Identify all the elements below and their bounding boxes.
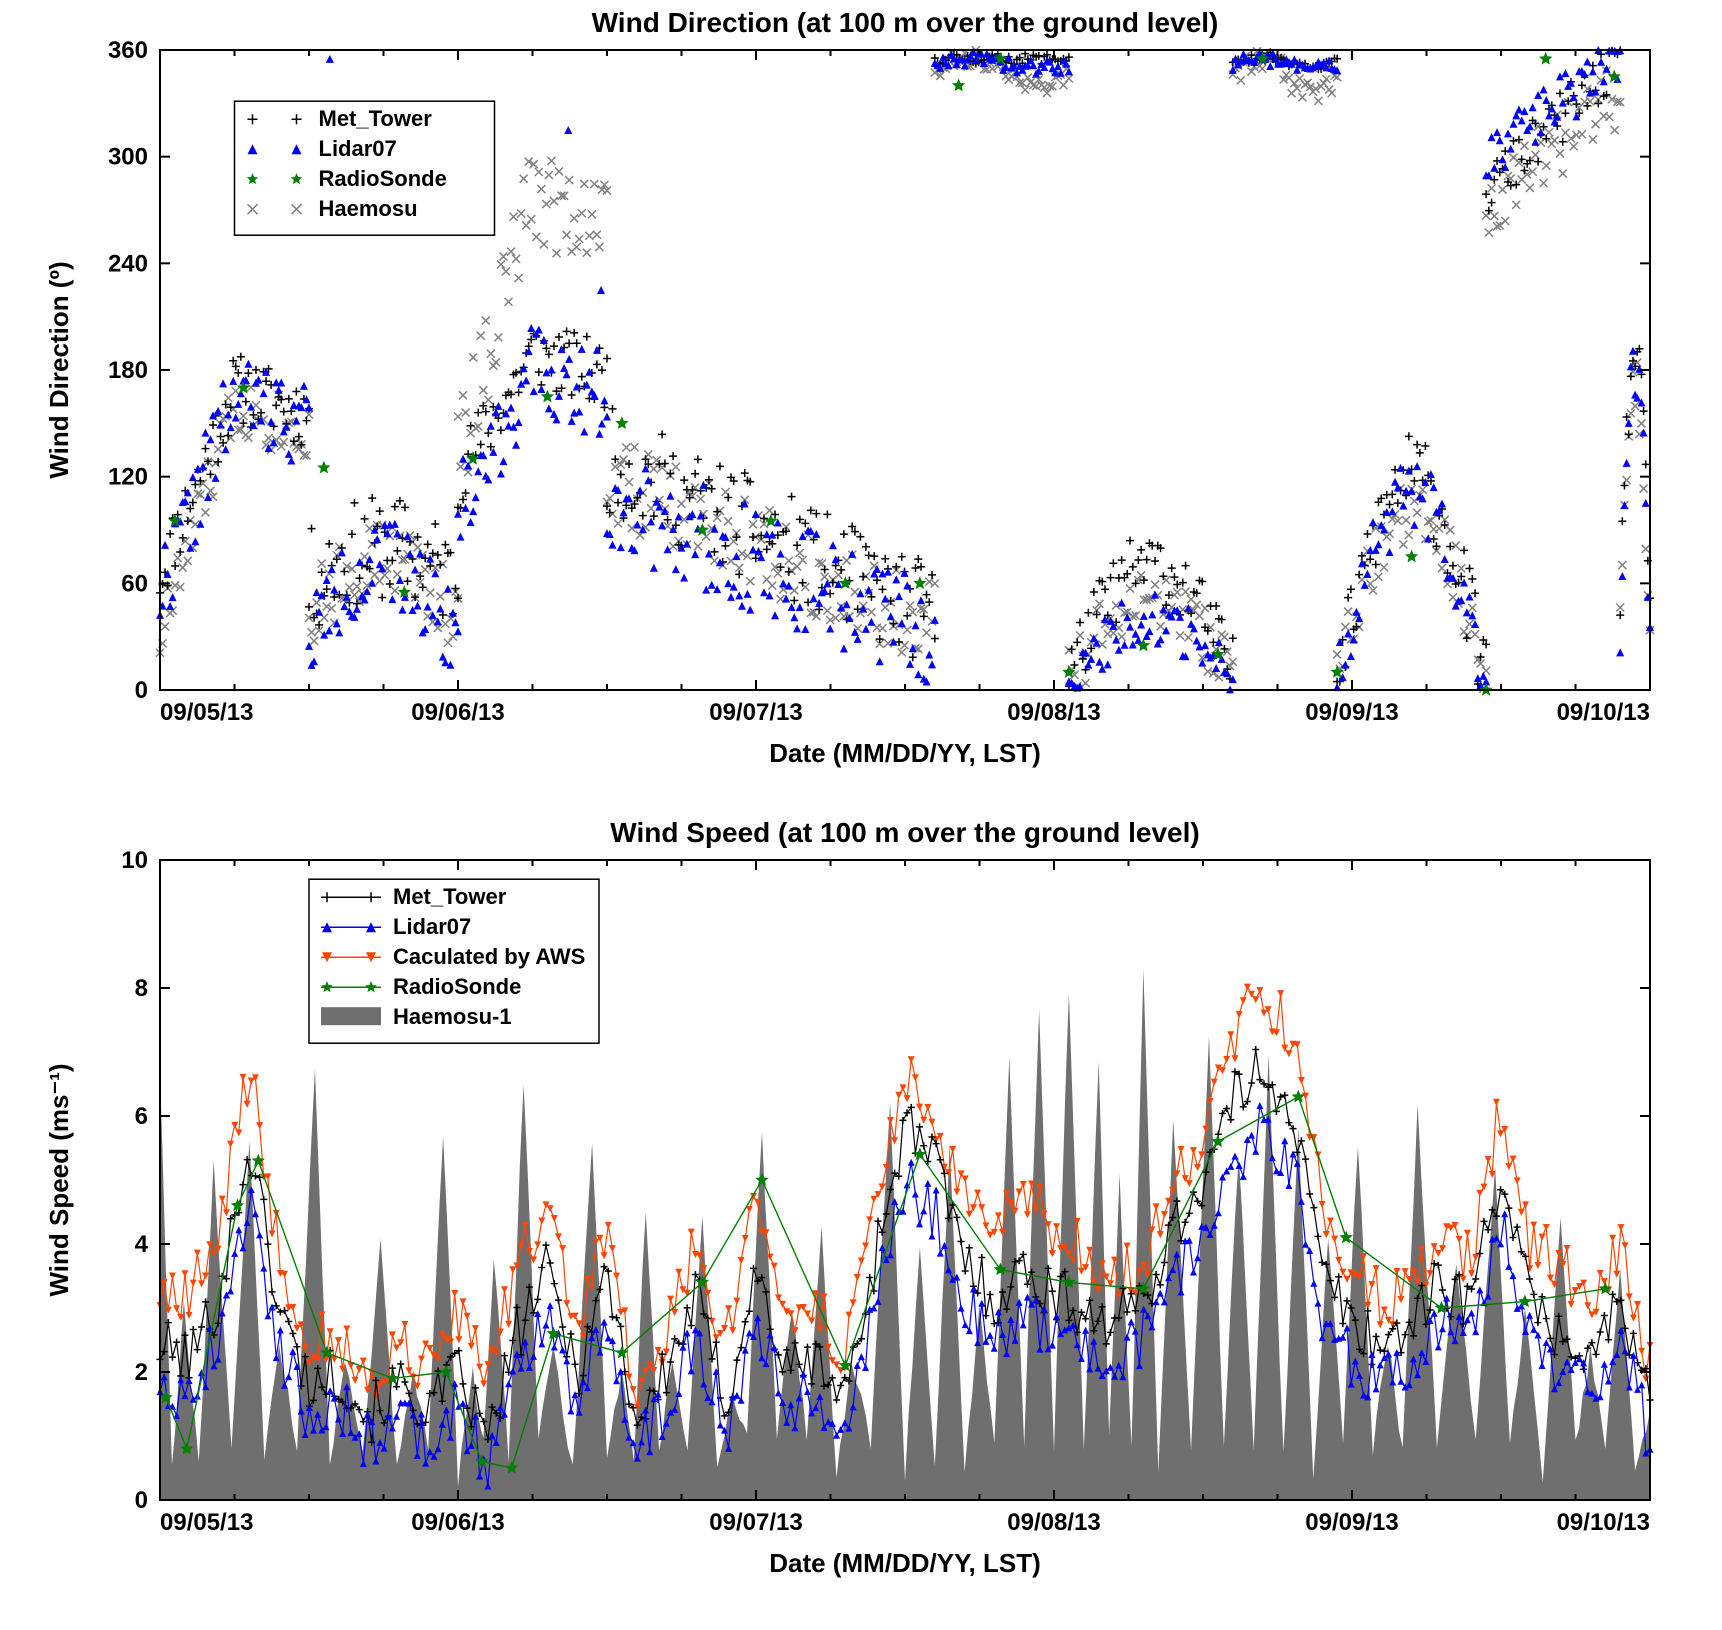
legend-item-label: Caculated by AWS — [393, 944, 585, 969]
legend-item-label: Lidar07 — [319, 136, 397, 161]
x-tick-label: 09/05/13 — [160, 1509, 253, 1536]
x-axis-label: Date (MM/DD/YY, LST) — [769, 1548, 1041, 1578]
y-tick-label: 0 — [135, 1487, 148, 1514]
legend-item-label: Met_Tower — [393, 884, 507, 909]
y-tick-label: 4 — [135, 1231, 149, 1258]
x-tick-label: 09/05/13 — [160, 699, 253, 726]
legend: Met_Tower Lidar07 Caculated by AWS RadioSon… — [309, 879, 599, 1043]
legend-item-label: Met_Tower — [319, 106, 433, 131]
y-tick-label: 6 — [135, 1103, 148, 1130]
legend: Met_Tower Lidar07 RadioSonde Haemosu — [235, 101, 495, 235]
x-axis-label: Date (MM/DD/YY, LST) — [769, 738, 1041, 768]
y-tick-label: 360 — [108, 37, 148, 64]
y-tick-label: 2 — [135, 1359, 148, 1386]
y-tick-label: 10 — [121, 847, 148, 874]
y-tick-label: 8 — [135, 975, 148, 1002]
x-tick-label: 09/10/13 — [1557, 1509, 1650, 1536]
x-tick-label: 09/08/13 — [1007, 1509, 1100, 1536]
y-tick-label: 60 — [121, 570, 148, 597]
x-tick-label: 09/08/13 — [1007, 699, 1100, 726]
chart-title: Wind Speed (at 100 m over the ground lev… — [610, 817, 1199, 848]
y-tick-label: 120 — [108, 464, 148, 491]
y-tick-label: 300 — [108, 144, 148, 171]
legend-item-label: RadioSonde — [393, 974, 521, 999]
x-tick-label: 09/10/13 — [1557, 699, 1650, 726]
y-axis-label: Wind Direction (º) — [44, 261, 74, 478]
x-tick-label: 09/07/13 — [709, 1509, 802, 1536]
y-axis-label: Wind Speed (ms⁻¹) — [44, 1063, 74, 1296]
y-tick-label: 180 — [108, 357, 148, 384]
legend-item-label: Haemosu — [319, 196, 418, 221]
x-tick-label: 09/06/13 — [411, 1509, 504, 1536]
x-tick-label: 09/09/13 — [1305, 1509, 1398, 1536]
x-tick-label: 09/07/13 — [709, 699, 802, 726]
legend-item-label: Haemosu-1 — [393, 1004, 512, 1029]
wind-speed-chart: Wind Speed (at 100 m over the ground lev… — [40, 810, 1680, 1590]
y-tick-label: 0 — [135, 677, 148, 704]
wind-direction-chart: Wind Direction (at 100 m over the ground… — [40, 0, 1680, 780]
x-tick-label: 09/09/13 — [1305, 699, 1398, 726]
chart-title: Wind Direction (at 100 m over the ground… — [592, 7, 1219, 38]
y-tick-label: 240 — [108, 250, 148, 277]
legend-item-label: RadioSonde — [319, 166, 447, 191]
legend-item-label: Lidar07 — [393, 914, 471, 939]
x-tick-label: 09/06/13 — [411, 699, 504, 726]
